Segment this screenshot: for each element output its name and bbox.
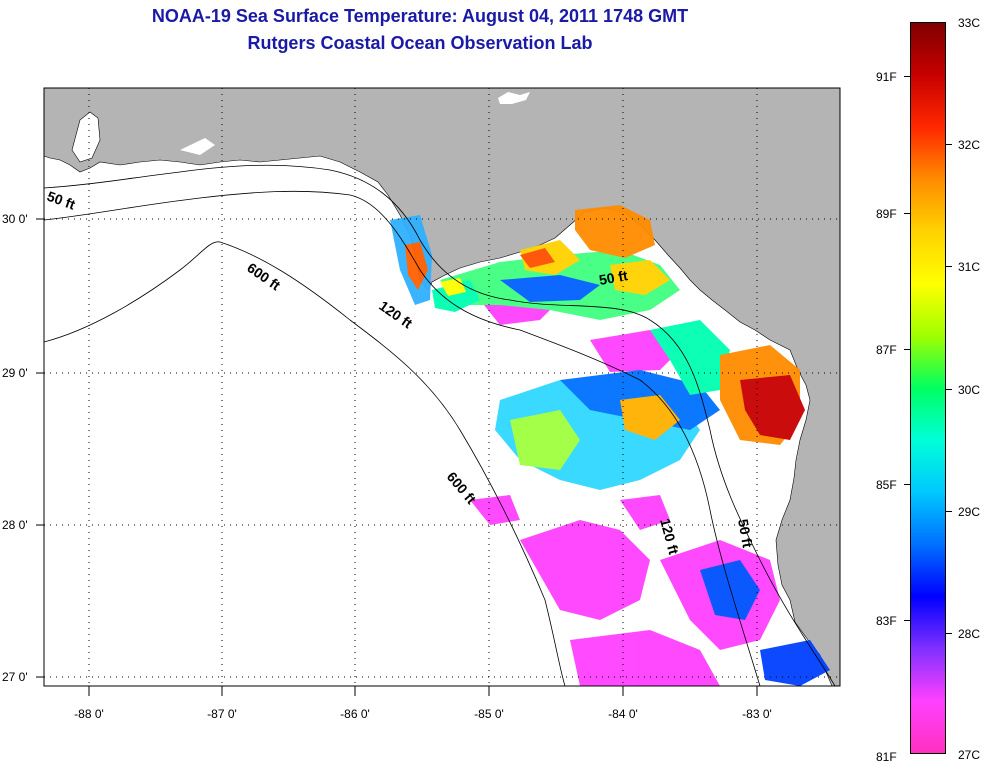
colorbar-tick bbox=[904, 484, 910, 485]
celsius-label: 28C bbox=[958, 627, 981, 641]
lat-label: 29 0' bbox=[2, 366, 28, 380]
lon-label: -85 0' bbox=[474, 707, 504, 721]
lat-label: 27 0' bbox=[2, 670, 28, 684]
map-subtitle: Rutgers Coastal Ocean Observation Lab bbox=[247, 33, 593, 53]
celsius-label: 30C bbox=[958, 383, 981, 397]
contour-label: 50 ft bbox=[735, 518, 756, 549]
colorbar-tick bbox=[904, 213, 910, 214]
lake-shape bbox=[498, 92, 530, 104]
colorbar-tick bbox=[946, 144, 952, 145]
lon-label: -83 0' bbox=[742, 707, 772, 721]
bay-water bbox=[71, 111, 101, 163]
celsius-label: 32C bbox=[958, 138, 981, 152]
map-frame bbox=[43, 87, 841, 687]
fahrenheit-label: 83F bbox=[876, 614, 897, 628]
colorbar-tick bbox=[904, 76, 910, 77]
celsius-label: 33C bbox=[958, 16, 981, 30]
fahrenheit-label: 81F bbox=[876, 750, 897, 764]
grid-lines bbox=[44, 88, 840, 686]
celsius-label: 27C bbox=[958, 748, 981, 762]
lon-label: -86 0' bbox=[340, 707, 370, 721]
colorbar-tick bbox=[946, 633, 952, 634]
colorbar-tick bbox=[904, 620, 910, 621]
contour-label: 50 ft bbox=[598, 267, 629, 288]
lon-label: -87 0' bbox=[207, 707, 237, 721]
lat-label: 30 0' bbox=[2, 212, 28, 226]
lon-label: -84 0' bbox=[608, 707, 638, 721]
temperature-colorbar bbox=[910, 22, 946, 754]
colorbar-tick bbox=[946, 389, 952, 390]
colorbar-tick bbox=[946, 266, 952, 267]
lat-label: 28 0' bbox=[2, 518, 28, 532]
land-mass bbox=[43, 87, 841, 687]
map-title: NOAA-19 Sea Surface Temperature: August … bbox=[151, 6, 689, 26]
fahrenheit-label: 91F bbox=[876, 70, 897, 84]
fahrenheit-label: 89F bbox=[876, 207, 897, 221]
colorbar-tick bbox=[946, 511, 952, 512]
lon-label: -88 0' bbox=[74, 707, 104, 721]
colorbar-tick bbox=[904, 349, 910, 350]
celsius-label: 29C bbox=[958, 505, 981, 519]
celsius-label: 31C bbox=[958, 260, 981, 274]
fahrenheit-label: 85F bbox=[876, 478, 897, 492]
depth-contours bbox=[43, 164, 836, 687]
fahrenheit-label: 87F bbox=[876, 343, 897, 357]
frame-ticks bbox=[36, 218, 758, 696]
lake-shape bbox=[180, 138, 215, 155]
